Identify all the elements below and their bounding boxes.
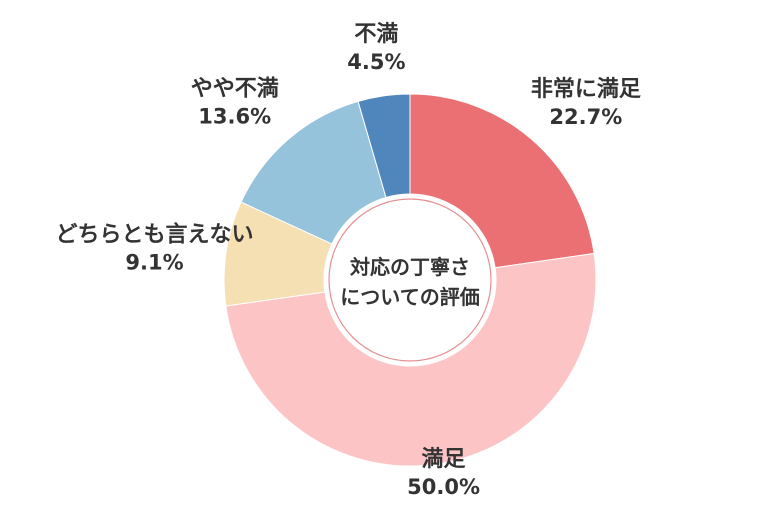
center-label-line-2: についての評価 [340,285,479,309]
slice-label-2: どちらとも言えない [56,221,254,247]
slice-value-1: 50.0% [407,475,480,499]
slice-label-4: 不満 [354,21,398,47]
slice-value-0: 22.7% [549,105,622,129]
center-ring [324,194,496,366]
slices-group [223,93,597,467]
slice-value-3: 13.6% [198,105,271,129]
center-disc [328,198,492,362]
labels-group: 非常に満足 22.7% 満足 50.0% どちらとも言えない 9.1% やや不満 13.6% 不… [56,21,641,499]
slice-label-3: やや不満 [191,76,279,102]
slice-label-0: 非常に満足 [531,76,641,102]
slice-1 [225,252,597,467]
slice-value-2: 9.1% [125,250,183,274]
center-label-line-1: 対応の丁寧さ [349,255,470,279]
slice-value-4: 4.5% [347,50,405,74]
center-group: 対応の丁寧さ についての評価 [324,194,496,366]
slice-label-1: 満足 [422,446,466,472]
